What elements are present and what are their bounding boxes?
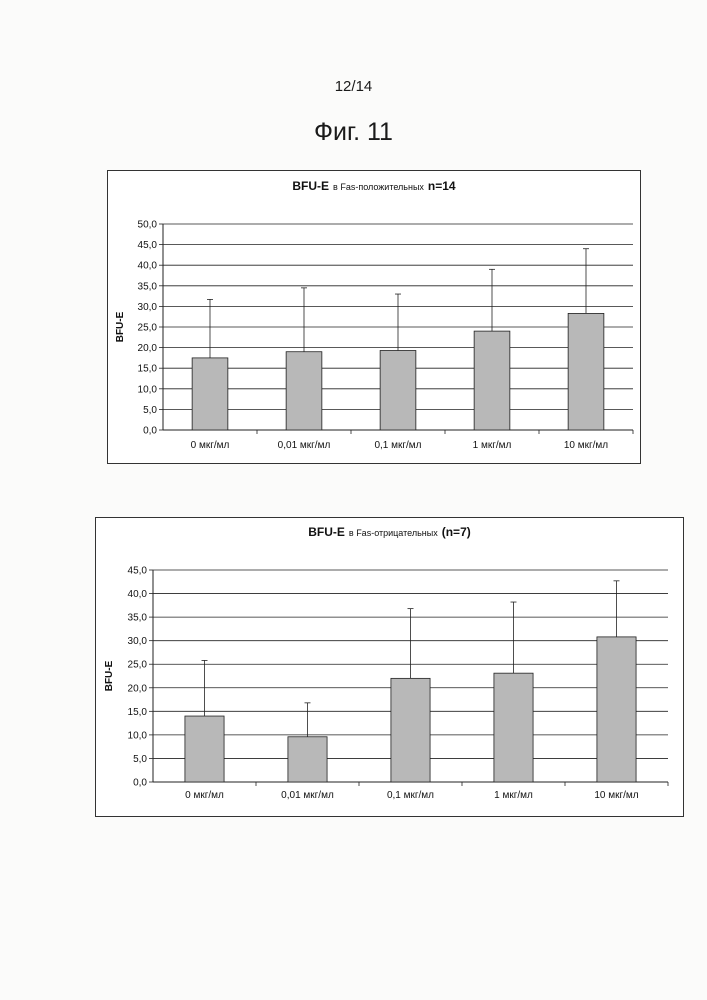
chart2-ylabel: BFU-E (104, 660, 115, 691)
chart2-ytick-label: 15,0 (128, 707, 148, 718)
figure-title: Фиг. 11 (0, 118, 707, 147)
chart1-bar (474, 331, 510, 430)
chart2-category-label: 0 мкг/мл (185, 790, 224, 801)
chart2-ytick-label: 45,0 (128, 566, 148, 577)
chart2-ytick-label: 0,0 (133, 778, 147, 789)
chart2-title: BFU-E в Fas-отрицательных (n=7) (308, 525, 471, 539)
chart1-ytick-label: 0,0 (143, 426, 157, 437)
chart2-category-label: 1 мкг/мл (494, 790, 533, 801)
chart-fas-positive-svg: BFU-E в Fas-положительных n=14 0,0 5,0 10,0 15… (108, 171, 640, 463)
chart2-ytick-label: 20,0 (128, 683, 148, 694)
chart1-ylabel: BFU-E (115, 311, 126, 342)
chart1-category-label: 0,01 мкг/мл (278, 440, 331, 451)
chart2-ytick-label: 30,0 (128, 636, 148, 647)
chart1-title-end: n=14 (428, 179, 456, 193)
chart-fas-negative-svg: BFU-E в Fas-отрицательных (n=7) 0,0 5,0 10,0 1… (96, 518, 683, 816)
chart2-bar (391, 678, 430, 782)
chart2-title-mid: в Fas-отрицательных (349, 528, 438, 538)
page-number: 12/14 (0, 78, 707, 95)
chart1-category-label: 1 мкг/мл (473, 440, 512, 451)
chart2-ytick-label: 25,0 (128, 660, 148, 671)
chart1-ytick-label: 50,0 (138, 220, 158, 231)
chart2-ytick-label: 5,0 (133, 754, 147, 765)
chart2-ytick-label: 40,0 (128, 589, 148, 600)
chart1-category-label: 10 мкг/мл (564, 440, 608, 451)
chart1-ytick-label: 5,0 (143, 405, 157, 416)
chart-fas-positive: BFU-E в Fas-положительных n=14 0,0 5,0 10,0 15… (107, 170, 641, 464)
chart1-ytick-label: 15,0 (138, 364, 158, 375)
chart2-category-label: 0,01 мкг/мл (281, 790, 334, 801)
chart2-bar (288, 737, 327, 782)
chart1-bar (192, 358, 228, 430)
chart1-ytick-label: 30,0 (138, 302, 158, 313)
chart2-title-end: (n=7) (442, 525, 471, 539)
chart1-bar (568, 313, 604, 430)
chart1-ytick-label: 35,0 (138, 281, 158, 292)
chart1-category-label: 0 мкг/мл (191, 440, 230, 451)
chart1-ytick-label: 45,0 (138, 240, 158, 251)
chart-fas-negative: BFU-E в Fas-отрицательных (n=7) 0,0 5,0 10,0 1… (95, 517, 684, 817)
chart2-title-main: BFU-E (308, 525, 345, 539)
chart2-bar (597, 637, 636, 782)
chart2-bar (185, 716, 224, 782)
chart1-title-mid: в Fas-положительных (333, 182, 424, 192)
chart1-category-label: 0,1 мкг/мл (374, 440, 421, 451)
chart2-ytick-label: 10,0 (128, 730, 148, 741)
chart1-title: BFU-E в Fas-положительных n=14 (292, 179, 456, 193)
chart1-ytick-label: 20,0 (138, 343, 158, 354)
chart2-ytick-label: 35,0 (128, 613, 148, 624)
chart1-ytick-label: 40,0 (138, 261, 158, 272)
chart1-bar (286, 352, 322, 430)
chart1-ytick-label: 25,0 (138, 323, 158, 334)
chart1-bar (380, 350, 416, 430)
chart1-ytick-label: 10,0 (138, 384, 158, 395)
chart1-title-main: BFU-E (292, 179, 329, 193)
chart2-bar (494, 673, 533, 782)
chart2-category-label: 10 мкг/мл (594, 790, 638, 801)
chart2-category-label: 0,1 мкг/мл (387, 790, 434, 801)
